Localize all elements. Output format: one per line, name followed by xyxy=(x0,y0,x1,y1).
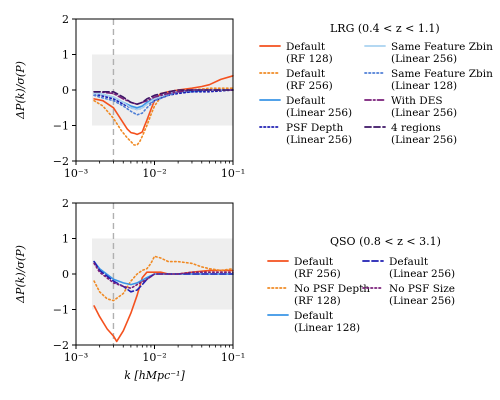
series-line-4 xyxy=(93,262,234,290)
legend-label-1: Default (RF 256) xyxy=(286,68,333,92)
y-tick-label-2: 0 xyxy=(62,84,69,97)
legend-title: LRG (0.4 < z < 1.1) xyxy=(330,22,440,35)
y-tick-label-3: 1 xyxy=(62,49,69,62)
legend-label-0: Default (RF 256) xyxy=(294,256,341,280)
series-line-3 xyxy=(93,260,234,293)
legend-label-6: With DES (Linear 256) xyxy=(391,95,457,119)
series-line-0 xyxy=(93,75,234,136)
legend-label-5: Same Feature Zbin (Linear 128) xyxy=(391,68,493,92)
legend-label-2: Default (Linear 256) xyxy=(286,95,352,119)
legend-label-2: Default (Linear 128) xyxy=(294,310,360,334)
legend-label-1: No PSF Depth (RF 128) xyxy=(294,283,370,307)
y-tick-label-1: −1 xyxy=(53,304,69,317)
y-axis-label: ΔP(k)/σ(P) xyxy=(14,61,27,120)
qso-panel: 10⁻³ 10⁻² 10⁻¹ −2 −1 0 1 2 ΔP(k)/σ(P) k [hMpc⁻¹] Q… xyxy=(14,197,455,382)
legend-label-0: Default (RF 128) xyxy=(286,41,333,65)
y-tick-label-0: −2 xyxy=(53,339,69,352)
legend-label-4: Same Feature Zbin (Linear 256) xyxy=(391,41,493,65)
y-tick-label-4: 2 xyxy=(62,13,69,26)
x-axis-label: k [hMpc⁻¹] xyxy=(124,369,185,382)
legend-label-7: 4 regions (Linear 256) xyxy=(391,122,457,146)
y-tick-label-4: 2 xyxy=(62,197,69,210)
legend-label-3: Default (Linear 256) xyxy=(389,256,455,280)
x-tick-label-2: 10⁻¹ xyxy=(221,351,245,364)
x-tick-label-1: 10⁻² xyxy=(142,167,166,180)
series-line-7 xyxy=(93,89,234,105)
y-tick-label-1: −1 xyxy=(53,120,69,133)
legend-label-3: PSF Depth (Linear 256) xyxy=(286,122,352,146)
lrg-panel: 10⁻³ 10⁻² 10⁻¹ −2 −1 0 1 2 ΔP(k)/σ(P) LRG (0.4 < … xyxy=(14,13,493,180)
legend-label-4: No PSF Size (Linear 256) xyxy=(389,283,455,307)
series-line-1 xyxy=(93,255,234,302)
y-tick-label-3: 1 xyxy=(62,233,69,246)
x-tick-label-0: 10⁻³ xyxy=(64,351,88,364)
x-tick-label-1: 10⁻² xyxy=(142,351,166,364)
y-tick-label-2: 0 xyxy=(62,268,69,281)
y-tick-label-0: −2 xyxy=(53,155,69,168)
x-tick-label-0: 10⁻³ xyxy=(64,167,88,180)
series-line-2 xyxy=(93,260,234,286)
x-tick-label-2: 10⁻¹ xyxy=(221,167,245,180)
y-axis-label: ΔP(k)/σ(P) xyxy=(14,245,27,304)
legend-title: QSO (0.8 < z < 3.1) xyxy=(330,235,441,248)
